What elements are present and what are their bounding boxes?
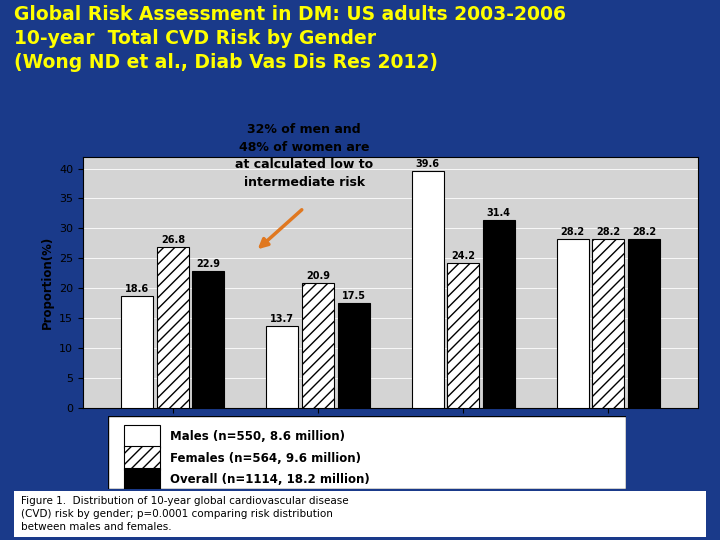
Bar — [266, 326, 298, 408]
Bar — [124, 447, 160, 470]
Bar — [302, 283, 334, 408]
Text: 28.2: 28.2 — [632, 227, 656, 237]
Bar — [628, 239, 660, 408]
Text: Global Risk Assessment in DM: US adults 2003-2006
10-year  Total CVD Risk by Gen: Global Risk Assessment in DM: US adults … — [14, 4, 567, 72]
Bar — [192, 271, 225, 408]
Text: 20.9: 20.9 — [306, 271, 330, 281]
Text: 18.6: 18.6 — [125, 285, 149, 294]
Text: Males (n=550, 8.6 million): Males (n=550, 8.6 million) — [170, 430, 345, 443]
Text: 17.5: 17.5 — [341, 291, 366, 301]
Text: 28.2: 28.2 — [561, 227, 585, 237]
Bar — [124, 424, 160, 448]
Text: Overall (n=1114, 18.2 million): Overall (n=1114, 18.2 million) — [170, 474, 370, 487]
Text: 32% of men and
48% of women are
at calculated low to
intermediate risk: 32% of men and 48% of women are at calcu… — [235, 123, 373, 188]
Bar — [157, 247, 189, 408]
Text: Females (n=564, 9.6 million): Females (n=564, 9.6 million) — [170, 451, 361, 464]
Text: 13.7: 13.7 — [271, 314, 294, 323]
Bar — [557, 239, 589, 408]
Bar — [447, 263, 480, 408]
Bar — [121, 296, 153, 408]
Y-axis label: Proportion(%): Proportion(%) — [40, 235, 53, 329]
Bar — [124, 468, 160, 491]
Text: 24.2: 24.2 — [451, 251, 475, 261]
Text: 39.6: 39.6 — [415, 159, 440, 169]
Text: 31.4: 31.4 — [487, 208, 510, 218]
Bar — [593, 239, 624, 408]
X-axis label: Global Risk Group: Global Risk Group — [328, 444, 453, 457]
Bar — [412, 171, 444, 408]
Text: 22.9: 22.9 — [197, 259, 220, 269]
Text: Figure 1.  Distribution of 10-year global cardiovascular disease
(CVD) risk by g: Figure 1. Distribution of 10-year global… — [22, 496, 349, 532]
Bar — [483, 220, 515, 408]
Bar — [338, 303, 369, 408]
Text: 26.8: 26.8 — [161, 235, 185, 245]
Text: 28.2: 28.2 — [596, 227, 621, 237]
